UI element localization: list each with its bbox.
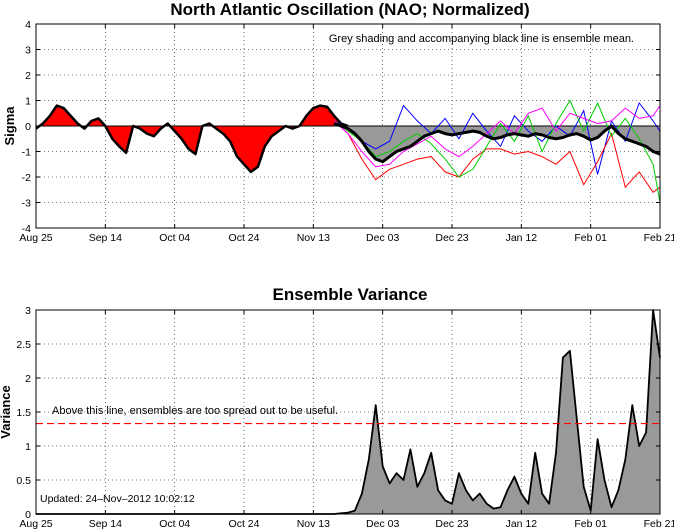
variance-y-tick-label: 3 <box>25 305 31 317</box>
variance-y-tick-label: 1 <box>25 441 31 453</box>
nao-y-tick-label: 3 <box>25 45 31 57</box>
ensemble-mean-line <box>333 122 661 164</box>
variance-x-tick-label: Feb 21 <box>644 518 674 530</box>
nao-x-tick-label: Oct 24 <box>229 232 260 244</box>
variance-chart-title: Ensemble Variance <box>273 285 428 304</box>
threshold-label: Above this line, ensembles are too sprea… <box>52 405 338 417</box>
variance-x-tick-label: Sep 14 <box>89 518 122 530</box>
nao-x-tick-label: Aug 25 <box>19 232 52 244</box>
nao-y-tick-label: 4 <box>25 19 31 31</box>
variance-y-tick-label: 0 <box>25 509 31 521</box>
nao-axis-ticks: Aug 25 Sep 14 Oct 04 Oct 24 Nov 13 Dec 03 Dec … <box>19 19 674 244</box>
variance-panel: Ensemble Variance Aug 25 Sep 14 Oct 04 Oct … <box>0 285 674 530</box>
nao-panel: North Atlantic Oscillation (NAO; Normali… <box>2 0 674 244</box>
variance-x-tick-label: Feb 01 <box>574 518 607 530</box>
ensemble-member-line-3 <box>333 99 661 203</box>
variance-x-tick-label: Dec 03 <box>366 518 399 530</box>
nao-y-tick-label: 2 <box>25 70 31 82</box>
nao-x-tick-label: Sep 14 <box>89 232 122 244</box>
nao-x-tick-label: Feb 21 <box>644 232 674 244</box>
nao-y-axis-label: Sigma <box>2 106 17 146</box>
nao-plot-frame <box>35 23 661 229</box>
variance-x-tick-label: Jan 12 <box>506 518 538 530</box>
nao-x-tick-label: Oct 04 <box>159 232 190 244</box>
variance-x-tick-label: Dec 23 <box>435 518 468 530</box>
nao-y-tick-label: -1 <box>22 147 31 159</box>
nao-x-tick-label: Dec 03 <box>366 232 399 244</box>
variance-series <box>36 309 661 515</box>
variance-fill <box>36 310 660 514</box>
variance-axis-ticks: Aug 25 Sep 14 Oct 04 Oct 24 Nov 13 Dec 03 Dec … <box>16 305 674 530</box>
nao-y-tick-label: 1 <box>25 96 31 108</box>
variance-y-tick-label: 1.5 <box>16 407 31 419</box>
variance-x-tick-label: Oct 24 <box>229 518 260 530</box>
nao-x-tick-label: Nov 13 <box>297 232 330 244</box>
variance-y-tick-label: 2.5 <box>16 339 31 351</box>
variance-plot-frame <box>35 309 661 515</box>
nao-observed-series <box>35 104 349 174</box>
observed-fill <box>36 105 348 172</box>
ensemble-member-line-2 <box>333 120 661 194</box>
variance-y-axis-label: Variance <box>0 385 13 439</box>
nao-x-tick-label: Jan 12 <box>506 232 538 244</box>
nao-annotation: Grey shading and accompanying black line… <box>329 33 634 45</box>
variance-x-tick-label: Oct 04 <box>159 518 190 530</box>
observed-line <box>35 104 349 174</box>
nao-y-tick-label: -2 <box>22 172 31 184</box>
nao-x-tick-label: Dec 23 <box>435 232 468 244</box>
variance-line <box>36 309 661 515</box>
nao-x-tick-label: Feb 01 <box>574 232 607 244</box>
nao-chart-title: North Atlantic Oscillation (NAO; Normali… <box>170 0 529 19</box>
nao-y-tick-label: -4 <box>22 223 31 235</box>
variance-x-tick-label: Aug 25 <box>19 518 52 530</box>
variance-x-tick-label: Nov 13 <box>297 518 330 530</box>
ensemble-member-line-4 <box>333 105 661 168</box>
variance-y-tick-label: 0.5 <box>16 475 31 487</box>
nao-y-tick-label: 0 <box>25 121 31 133</box>
nao-y-tick-label: -3 <box>22 198 31 210</box>
updated-timestamp: Updated: 24–Nov–2012 10:02:12 <box>40 493 195 505</box>
nao-ensemble-members <box>333 99 661 203</box>
variance-y-tick-label: 2 <box>25 373 31 385</box>
